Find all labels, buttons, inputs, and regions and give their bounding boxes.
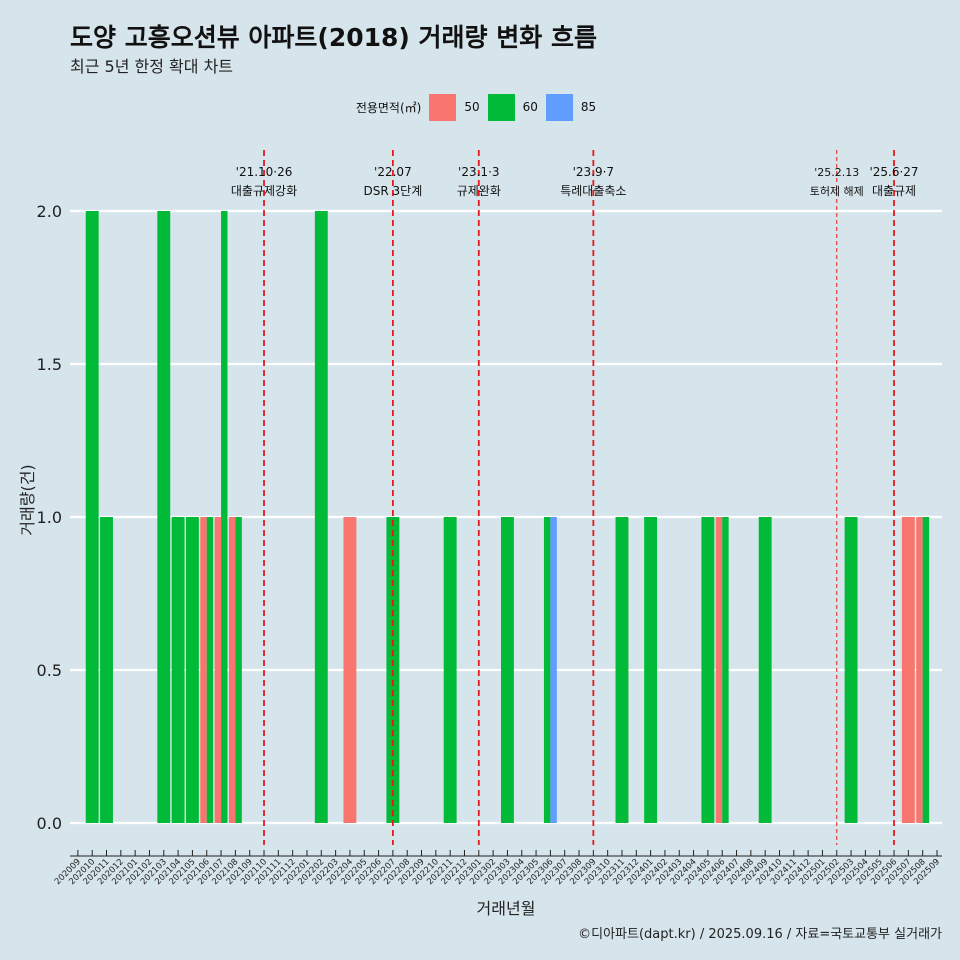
event-date: '23.1·3: [458, 165, 499, 179]
legend-item-85: 85: [545, 93, 597, 121]
bar-202106-60: [206, 517, 214, 823]
legend-title: 전용면적(㎡): [355, 100, 422, 115]
bar-202508-60: [922, 517, 930, 823]
event-label: 대출규제강화: [231, 184, 297, 198]
legend-label-60: 60: [522, 100, 538, 114]
bar-202011-60: [100, 517, 113, 823]
bar-202306-60: [543, 517, 551, 823]
bar-202104-60: [171, 517, 185, 823]
y-tick-label: 1.5: [37, 355, 62, 374]
legend-label-50: 50: [464, 100, 480, 114]
event-date: '25.2.13: [814, 166, 859, 179]
legend-item-50: 50: [429, 93, 480, 121]
bar-202202-60: [314, 211, 328, 823]
event-label: 특례대출축소: [560, 184, 626, 198]
event-label: 규제완화: [457, 184, 501, 198]
event-date: '23.9·7: [573, 165, 614, 179]
source-footer: ©디아파트(dapt.kr) / 2025.09.16 / 자료=국토교통부 실…: [578, 927, 942, 942]
bar-202406-60: [722, 517, 729, 823]
y-tick-label: 0.5: [37, 661, 62, 680]
y-tick-label: 2.0: [37, 202, 62, 221]
bar-202106-50: [200, 517, 207, 823]
bar-202507-50: [901, 517, 915, 823]
legend-label-85: 85: [580, 100, 597, 114]
bar-202311-60: [615, 517, 629, 823]
bar-202401-60: [644, 517, 658, 823]
event-label: DSR 3단계: [364, 184, 423, 198]
y-tick-label: 1.0: [37, 508, 62, 527]
legend-item-60: 60: [487, 93, 538, 121]
event-date: '21.10·26: [236, 165, 293, 179]
bar-202105-60: [185, 517, 199, 823]
bar-202306-85: [550, 517, 557, 823]
legend-swatch-60: [487, 93, 515, 121]
chart-subtitle: 최근 5년 한정 확대 차트: [70, 57, 234, 76]
event-label: 토허제 해제: [810, 184, 864, 198]
event-date: '25.6·27: [869, 165, 918, 179]
bar-202204-50: [343, 517, 357, 823]
bar-202108-60: [235, 517, 242, 823]
bar-202107-50: [214, 517, 222, 823]
bar-202405-60: [701, 517, 715, 823]
bar-202409-60: [758, 517, 772, 823]
event-date: '22.07: [374, 165, 412, 179]
bar-202103-60: [157, 211, 171, 823]
bar-202108-50: [228, 517, 236, 823]
bar-202107-60: [221, 211, 228, 823]
x-axis-title: 거래년월: [477, 899, 536, 918]
legend: 전용면적(㎡) 50 60 85: [0, 92, 960, 122]
legend-swatch-50: [429, 93, 457, 121]
bar-202303-60: [500, 517, 514, 823]
bar-202211-60: [443, 517, 457, 823]
bar-202010-60: [85, 211, 99, 823]
y-axis-title: 거래량(건): [18, 464, 37, 535]
bar-202508-50: [916, 517, 923, 823]
bar-202406-50: [715, 517, 723, 823]
legend-swatch-85: [545, 93, 573, 121]
bar-202503-60: [844, 517, 858, 823]
y-tick-label: 0.0: [37, 814, 62, 833]
chart-title: 도양 고흥오션뷰 아파트(2018) 거래량 변화 흐름: [70, 23, 597, 52]
event-label: 대출규제: [872, 184, 916, 198]
